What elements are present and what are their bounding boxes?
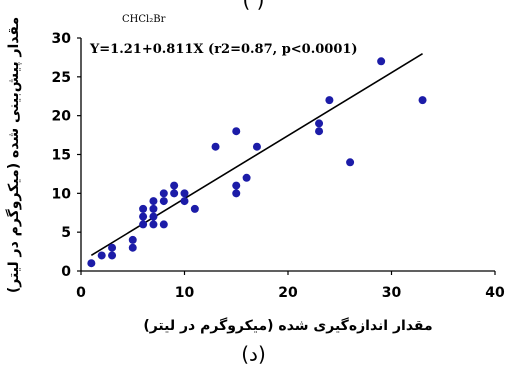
data-point: [149, 204, 158, 213]
data-point: [139, 204, 148, 213]
y-tick-label: 5: [61, 225, 71, 241]
y-tick-label: 20: [52, 109, 72, 125]
data-point: [418, 96, 427, 105]
data-point: [232, 127, 241, 136]
figure-caption: (د): [241, 342, 266, 366]
x-axis-label: مقدار اندازه‌گیری شده (میکروگرم در لیتر): [143, 317, 432, 334]
x-tick-label: 0: [76, 285, 86, 301]
x-tick-label: 30: [382, 285, 402, 301]
data-point: [97, 251, 106, 260]
data-point: [170, 181, 179, 190]
data-point: [180, 197, 189, 206]
data-point: [149, 197, 158, 206]
data-point: [108, 243, 117, 252]
y-tick-label: 30: [52, 31, 72, 47]
y-axis-label: مقدار پیش‌بینی شده (میکروگرم در لیتر): [5, 17, 22, 293]
data-point: [159, 197, 168, 206]
data-point: [190, 204, 199, 213]
data-point: [149, 212, 158, 221]
regression-line-group: [90, 53, 423, 256]
regression-line: [90, 53, 423, 256]
data-point: [139, 220, 148, 229]
data-point: [325, 96, 334, 105]
data-point: [252, 142, 261, 151]
data-point: [315, 127, 324, 136]
data-point: [159, 189, 168, 198]
data-point: [128, 235, 137, 244]
data-point: [211, 142, 220, 151]
data-point: [149, 220, 158, 229]
x-tick-label: 20: [278, 285, 298, 301]
top-caption: ( ): [242, 0, 265, 12]
data-point: [232, 181, 241, 190]
y-tick-label: 0: [61, 264, 71, 280]
data-point: [315, 119, 324, 128]
data-point: [139, 212, 148, 221]
data-point: [170, 189, 179, 198]
y-tick-label: 15: [52, 148, 71, 164]
data-point: [346, 158, 355, 167]
data-point: [128, 243, 137, 252]
x-tick-label: 40: [485, 285, 505, 301]
data-points: [87, 57, 427, 268]
regression-equation: Y=1.21+0.811X (r2=0.87, p<0.0001): [89, 42, 358, 57]
data-point: [377, 57, 386, 66]
chart-title: CHCl₂Br: [122, 14, 166, 25]
data-point: [108, 251, 117, 260]
data-point: [242, 173, 251, 182]
data-point: [180, 189, 189, 198]
x-tick-label: 10: [175, 285, 195, 301]
data-point: [232, 189, 241, 198]
data-point: [87, 259, 96, 268]
data-point: [159, 220, 168, 229]
axes: 0 10 20 30 40 0 5 10 15 20 25 30: [52, 31, 505, 301]
y-tick-label: 25: [52, 70, 71, 86]
y-tick-label: 10: [52, 186, 72, 202]
